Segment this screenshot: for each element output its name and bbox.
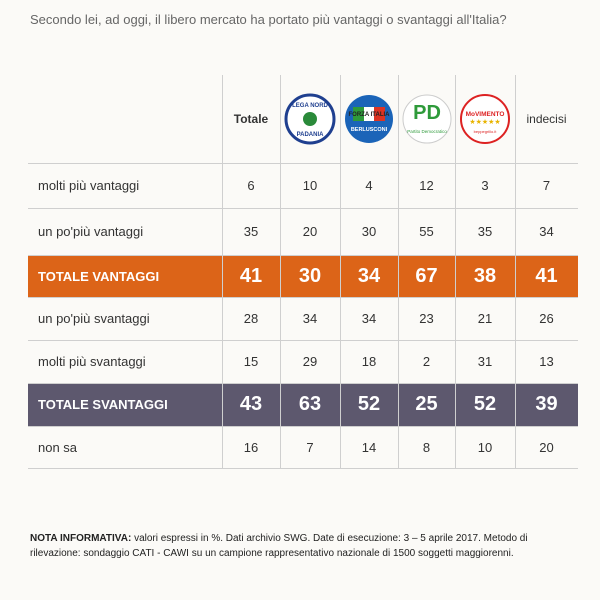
logo-text: PADANIA	[297, 132, 325, 138]
cell-value: 10	[302, 178, 318, 193]
cell-value: 35	[477, 224, 493, 239]
cell-value: 13	[539, 354, 554, 369]
question-title: Secondo lei, ad oggi, il libero mercato …	[30, 12, 507, 27]
column-line	[515, 75, 516, 468]
logo-text: LEGA NORD	[292, 103, 328, 109]
cell-value: 25	[415, 393, 438, 415]
cell-value: 7	[542, 178, 551, 193]
cell-value: 34	[539, 224, 554, 239]
cell-value: 41	[535, 264, 558, 287]
column-line	[398, 75, 399, 468]
cell-value: 35	[243, 224, 259, 239]
cell-value: 67	[415, 264, 438, 287]
cell-value: 52	[473, 393, 497, 415]
logo-text: FORZA ITALIA	[349, 112, 391, 118]
logo-text: Partito Democratico	[407, 129, 447, 134]
row-highlight	[28, 383, 578, 426]
logo-text: beppegrillo.it	[474, 129, 498, 134]
cell-value: 18	[361, 354, 377, 369]
note: NOTA INFORMATIVA: valori espressi in %. …	[30, 531, 570, 561]
row-label: molti più svantaggi	[38, 354, 146, 369]
cell-value: 4	[365, 178, 373, 193]
row-line	[28, 163, 578, 164]
row-label: TOTALE SVANTAGGI	[38, 397, 168, 412]
row-label: non sa	[38, 439, 78, 455]
cell-value: 39	[535, 393, 558, 415]
header-total: Totale	[233, 112, 269, 126]
note-label: NOTA INFORMATIVA:	[30, 533, 132, 544]
cell-value: 34	[357, 264, 381, 287]
column-line	[222, 75, 223, 468]
cell-value: 63	[298, 393, 322, 415]
cell-value: 28	[243, 311, 259, 326]
cell-value: 16	[243, 439, 259, 455]
row-line	[28, 468, 578, 469]
cell-value: 38	[473, 264, 497, 287]
row-label: un po'più svantaggi	[38, 311, 150, 326]
row-label: un po'più vantaggi	[38, 224, 144, 239]
column-line	[340, 75, 341, 468]
cell-value: 52	[357, 393, 381, 415]
svg-text:★★★★★: ★★★★★	[469, 118, 500, 126]
note-text: valori espressi in %. Dati archivio SWG.…	[30, 533, 528, 559]
row-line	[28, 208, 578, 209]
logo-text: BERLUSCONI	[351, 127, 388, 133]
row-line	[28, 383, 578, 384]
row-line	[28, 426, 578, 427]
cell-value: 31	[477, 354, 493, 369]
cell-value: 14	[361, 439, 377, 455]
row-line	[28, 255, 578, 256]
column-line	[455, 75, 456, 468]
cell-value: 8	[422, 439, 431, 455]
cell-value: 34	[361, 311, 377, 326]
cell-value: 41	[239, 264, 263, 287]
cell-value: 23	[419, 311, 434, 326]
cell-value: 2	[422, 354, 431, 369]
row-label: TOTALE VANTAGGI	[38, 268, 160, 284]
cell-value: 7	[306, 439, 314, 455]
cell-value: 43	[239, 393, 263, 415]
row-label: molti più vantaggi	[38, 178, 140, 193]
party-logos: LEGA NORD PADANIA FORZA ITALIA BERLUSCON…	[284, 93, 510, 145]
cell-value: 6	[247, 178, 255, 193]
logo-text: MoVIMENTO	[466, 111, 505, 118]
cell-value: 20	[539, 439, 554, 455]
cell-value: 20	[302, 224, 318, 239]
cell-value: 12	[419, 178, 434, 193]
cell-value: 26	[539, 311, 554, 326]
cell-value: 30	[361, 224, 377, 239]
cell-value: 15	[243, 354, 259, 369]
row-line	[28, 297, 578, 298]
cell-value: 21	[477, 311, 493, 326]
row-highlight	[28, 255, 578, 297]
cell-value: 29	[302, 354, 318, 369]
cell-value: 34	[302, 311, 318, 326]
cell-value: 10	[477, 439, 493, 455]
column-line	[280, 75, 281, 468]
row-line	[28, 340, 578, 341]
header-undecided: indecisi	[526, 112, 567, 126]
logo-text: PD	[413, 102, 441, 124]
cell-value: 30	[298, 264, 322, 287]
cell-value: 55	[419, 224, 434, 239]
cell-value: 3	[481, 178, 489, 193]
